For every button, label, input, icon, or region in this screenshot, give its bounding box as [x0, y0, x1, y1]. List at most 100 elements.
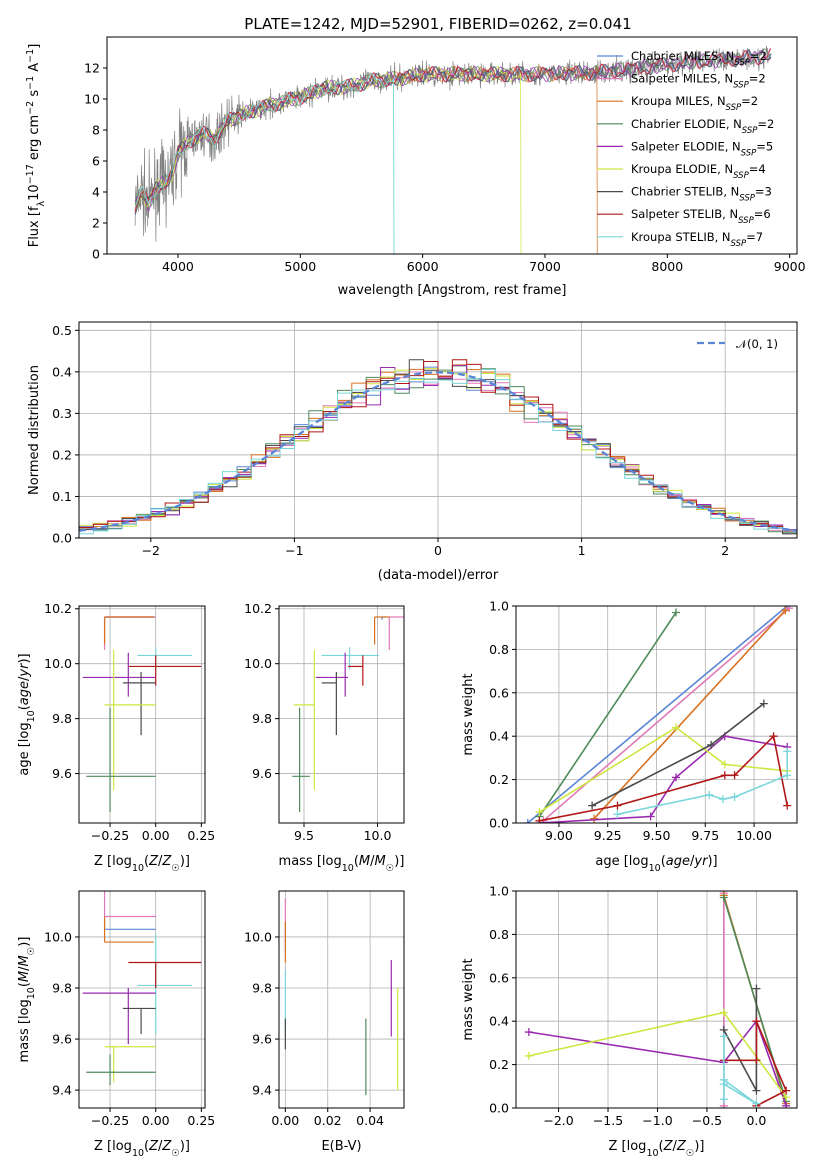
weight-marker: [720, 760, 729, 769]
age_vs_mass-x-label: mass [log10(M/M☉)]: [279, 854, 405, 874]
weight-line-salpeter-stelib: [539, 734, 788, 822]
model-spectrum-chabrier-stelib: [134, 49, 772, 215]
y-tick-label: 9.8: [252, 981, 272, 996]
weight-marker: [752, 984, 761, 993]
spectrum-y-label: Flux [fλ10−17 erg cm−2 s−1 A−1]: [25, 44, 47, 248]
y-tick-label: 10: [84, 92, 100, 107]
histogram-salpeter-stelib: [79, 359, 797, 532]
residuals-axes: −2 −1 0 1 2 0.0 0.1 0.2 0.3 0.4 0.5: [52, 322, 797, 558]
x-tick-label: 9.25: [594, 828, 622, 843]
y-tick-label: 10.0: [244, 929, 272, 944]
weight_vs_age-y-label: mass weight: [461, 673, 476, 755]
y-tick-label: 0.2: [52, 447, 72, 462]
y-tick-label: 0.4: [52, 364, 72, 379]
mass_vs_Z-frame: [78, 890, 206, 1109]
legend-label: 𝒩(0, 1): [736, 337, 778, 351]
residual-histograms: [79, 359, 797, 535]
legend-label: Kroupa ELODIE, NSSP=4: [631, 162, 766, 181]
weight-marker: [672, 723, 681, 732]
y-tick-label: 1.0: [489, 599, 509, 614]
mass_vs_ebv-axes: 0.00 0.02 0.04 9.4 9.6 9.8 10.0: [244, 891, 404, 1128]
y-tick-label: 9.8: [252, 711, 272, 726]
x-tick-label: 10.00: [736, 828, 772, 843]
model-spectrum-kroupa-miles: [134, 64, 598, 254]
age_vs_Z-axes: −0.25 0.00 0.25 9.6 9.8 10.0 10.2: [44, 601, 215, 843]
x-tick-label: 10.0: [364, 828, 392, 843]
y-tick-label: 1.0: [489, 884, 509, 899]
figure-title: PLATE=1242, MJD=52901, FIBERID=0262, z=0…: [244, 15, 631, 33]
weight-marker: [719, 1095, 728, 1104]
model-spectrum-salpeter-stelib: [134, 48, 772, 213]
x-tick-label: 2: [721, 543, 729, 558]
y-tick-label: 9.8: [52, 981, 72, 996]
y-tick-label: 0.2: [489, 1057, 509, 1072]
weight-marker: [524, 1051, 533, 1060]
y-tick-label: 8: [92, 123, 100, 138]
model-spectrum-salpeter-miles: [134, 47, 771, 211]
y-tick-label: 10.2: [44, 601, 72, 616]
weight_vs_Z-axes: −2.0 −1.5 −1.0 −0.5 0.0 0.0 0.2 0.4 0.6 0.8 1.0: [489, 884, 797, 1128]
spectrum-x-label: wavelength [Angstrom, rest frame]: [338, 283, 567, 298]
residuals-x-label: (data-model)/error: [378, 568, 499, 583]
x-tick-label: 0.0: [746, 1113, 766, 1128]
x-tick-label: 9.00: [545, 828, 573, 843]
x-tick-label: 8000: [651, 259, 683, 274]
weight-line-salpeter-stelib: [723, 1020, 788, 1107]
mass_vs_Z-x-label: Z [log10(Z/Z☉)]: [94, 1139, 190, 1159]
x-tick-label: −0.5: [692, 1113, 722, 1128]
y-tick-label: 0.6: [489, 970, 509, 985]
weight_vs_age-lines: [523, 606, 794, 823]
weight-line-chabrier-elodie: [723, 897, 787, 1102]
weight-marker: [752, 1017, 761, 1026]
x-tick-label: 4000: [162, 259, 194, 274]
y-tick-label: 10.0: [44, 656, 72, 671]
weight_vs_Z-x-label: Z [log10(Z/Z☉)]: [609, 1139, 705, 1159]
x-tick-label: 7000: [529, 259, 561, 274]
age_vs_Z-x-label: Z [log10(Z/Z☉)]: [94, 854, 190, 874]
x-tick-label: 0.00: [271, 1113, 299, 1128]
legend-label: Chabrier STELIB, NSSP=3: [631, 185, 772, 204]
weight_vs_Z-frame: [515, 890, 798, 1109]
y-tick-label: 12: [84, 61, 100, 76]
spectrum-plot: [134, 45, 772, 254]
weight-marker: [759, 699, 768, 708]
age_vs_mass-errorbars: [292, 616, 404, 813]
weight-marker: [718, 795, 727, 804]
mass_vs_ebv-frame: [278, 890, 405, 1109]
x-tick-label: 1: [578, 543, 586, 558]
y-tick-label: 0.2: [489, 772, 509, 787]
weight-line-chabrier-miles: [527, 606, 788, 823]
weight-marker: [730, 771, 739, 780]
y-tick-label: 10.0: [44, 929, 72, 944]
weight-marker: [524, 1028, 533, 1037]
age_vs_mass-axes: 9.5 10.0 9.6 9.8 10.0 10.2: [244, 601, 404, 843]
y-tick-label: 2: [92, 216, 100, 231]
weight_vs_Z-y-label: mass weight: [461, 958, 476, 1040]
y-tick-label: 0.8: [489, 642, 509, 657]
x-tick-label: −1.0: [642, 1113, 672, 1128]
x-tick-label: 9.50: [643, 828, 671, 843]
weight-marker: [720, 771, 729, 780]
legend-label: Salpeter MILES, NSSP=2: [631, 72, 766, 91]
y-tick-label: 0.4: [489, 729, 509, 744]
weight-marker: [781, 606, 790, 615]
residuals-frame: [78, 321, 798, 539]
weight-marker: [535, 816, 544, 823]
x-tick-label: 5000: [284, 259, 316, 274]
spectrum-frame: [106, 36, 798, 255]
y-tick-label: 0.4: [489, 1014, 509, 1029]
y-tick-label: 9.6: [252, 766, 272, 781]
y-tick-label: 9.4: [52, 1083, 72, 1098]
y-tick-label: 10.2: [244, 601, 272, 616]
model-spectrum-kroupa-elodie: [134, 66, 522, 254]
weight-marker: [719, 1008, 728, 1017]
legend-label: Kroupa MILES, NSSP=2: [631, 94, 758, 113]
histogram-kroupa-stelib: [79, 369, 797, 535]
weight_vs_age-axes: 9.00 9.25 9.50 9.75 10.00 0.0 0.2 0.4 0.6 0.8 1.0: [489, 599, 797, 843]
weight-marker: [613, 810, 622, 819]
weight-marker: [672, 608, 681, 617]
weight-marker: [769, 732, 778, 741]
y-tick-label: 9.6: [52, 1032, 72, 1047]
weight-marker: [590, 814, 599, 823]
weight-marker: [783, 747, 792, 756]
